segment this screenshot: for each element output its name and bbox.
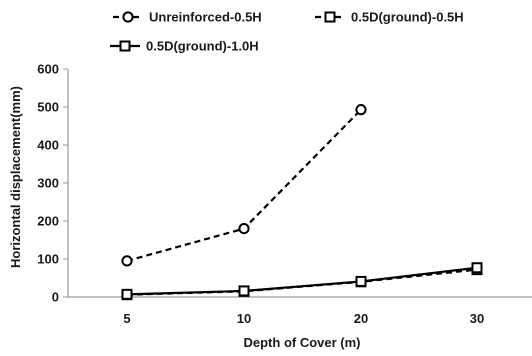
legend-entry-1: Unreinforced-0.5H — [113, 10, 262, 25]
y-axis-title: Horizontal displacement(mm) — [8, 86, 23, 268]
y-tick-label: 600 — [37, 62, 59, 77]
series-3-point — [121, 288, 133, 300]
y-tick-label: 0 — [52, 290, 59, 305]
legend-marker — [122, 11, 134, 23]
legend-marker — [324, 11, 336, 23]
legend-label: 0.5D(ground)-0.5H — [351, 10, 464, 25]
y-tick-label: 500 — [37, 100, 59, 115]
x-tick-label: 30 — [470, 311, 484, 326]
x-tick-label: 20 — [354, 311, 368, 326]
series-3-line — [126, 266, 478, 296]
x-tick-label: 5 — [123, 311, 130, 326]
legend-entry-3: 0.5D(ground)-1.0H — [110, 39, 259, 54]
legend-marker — [119, 40, 131, 52]
y-tick-label: 300 — [37, 176, 59, 191]
x-axis-title: Depth of Cover (m) — [244, 335, 361, 350]
series-3-point — [355, 275, 367, 287]
series-2 — [121, 264, 483, 301]
series-1-point — [238, 223, 250, 235]
y-tick-label: 400 — [37, 138, 59, 153]
series-1 — [121, 104, 367, 267]
series-1-point — [355, 104, 367, 116]
legend-label: 0.5D(ground)-1.0H — [146, 39, 259, 54]
legend: Unreinforced-0.5H 0.5D(ground)-0.5H 0.5D(g… — [110, 10, 464, 54]
series-layer — [121, 104, 483, 301]
y-tick-label: 100 — [37, 252, 59, 267]
x-tick-label: 10 — [237, 311, 251, 326]
legend-entry-2: 0.5D(ground)-0.5H — [315, 10, 464, 25]
plot-area: 0 100 200 300 400 500 600 5 10 20 30 — [37, 62, 532, 326]
axes: 0 100 200 300 400 500 600 5 10 20 30 — [37, 62, 532, 326]
legend-label: Unreinforced-0.5H — [149, 10, 262, 25]
y-tick-label: 200 — [37, 214, 59, 229]
series-1-point — [121, 255, 133, 267]
series-3-point — [471, 262, 483, 274]
series-3-point — [238, 285, 250, 297]
series-1-line — [126, 108, 362, 262]
series-3 — [121, 262, 483, 300]
